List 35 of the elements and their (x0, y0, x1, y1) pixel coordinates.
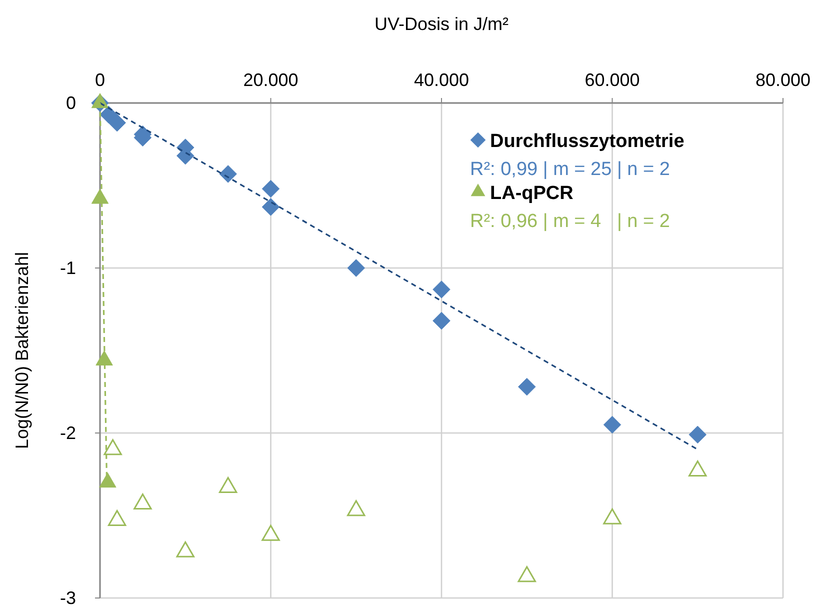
y-tick-label: -3 (60, 588, 76, 607)
point (262, 524, 280, 541)
point (518, 378, 536, 396)
point (108, 510, 126, 526)
legend-label: Durchflusszytometrie (490, 131, 684, 152)
point (262, 180, 280, 198)
point (104, 439, 122, 456)
point (96, 350, 113, 366)
x-axis-title: UV-Dosis in J/m² (374, 14, 509, 34)
x-tick-label: 0 (94, 70, 106, 90)
point (134, 494, 152, 510)
point (432, 312, 450, 330)
legend-label: LA-qPCR (490, 183, 574, 204)
x-tick-label: 20.000 (243, 70, 298, 90)
point (347, 259, 366, 277)
point (218, 477, 238, 494)
point (347, 500, 366, 516)
x-tick-label: 80.000 (755, 70, 811, 90)
point (603, 508, 622, 524)
point (176, 541, 194, 558)
annotation: R²: 0,99 | m = 25 | n = 2 (470, 159, 670, 180)
y-tick-label: 0 (66, 93, 76, 113)
y-axis-title: Log(N/N0) Bakterienzahl (12, 252, 32, 450)
point (688, 460, 707, 477)
point (432, 280, 450, 298)
annotation: R²: 0,96 | m = 4 | n = 2 (470, 211, 670, 232)
point (262, 198, 280, 216)
point (219, 165, 237, 183)
point (108, 114, 126, 132)
point (99, 472, 116, 488)
y-tick-label: -1 (60, 258, 76, 278)
y-tick-label: -2 (60, 423, 76, 443)
x-tick-label: 60.000 (584, 70, 640, 90)
x-tick-label: 40.000 (414, 70, 470, 90)
point (518, 566, 536, 582)
